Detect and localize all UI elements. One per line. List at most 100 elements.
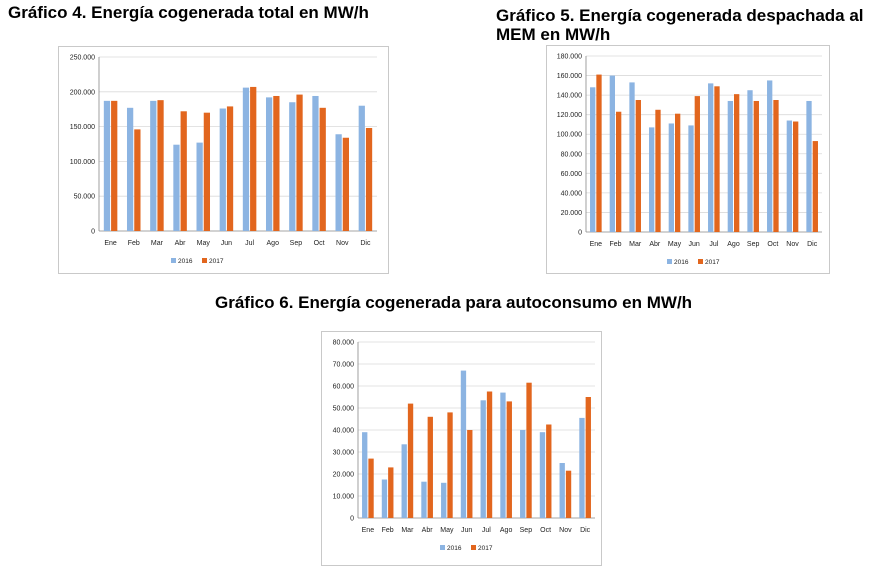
chart5-title: Gráfico 5. Energía cogenerada despachada… [496, 6, 864, 44]
x-category-label: Mar [629, 241, 642, 248]
x-category-label: Sep [290, 240, 303, 247]
bar-2017-nov [342, 137, 350, 231]
x-category-label: Ene [362, 527, 375, 534]
bar-2016-nov [559, 463, 565, 518]
y-tick-label: 160.000 [557, 73, 582, 80]
bar-2016-may [441, 482, 447, 518]
bar-2017-feb [388, 467, 394, 518]
bar-2017-may [447, 412, 453, 518]
bar-2016-oct [767, 80, 773, 232]
bar-2017-mar [407, 403, 414, 518]
x-category-label: Ene [104, 240, 117, 247]
y-tick-label: 20.000 [333, 472, 355, 479]
y-tick-label: 120.000 [557, 112, 582, 119]
y-tick-label: 0 [350, 516, 354, 523]
bar-2017-oct [319, 107, 326, 231]
bar-2017-ene [368, 458, 374, 518]
bar-2016-jul [242, 87, 250, 232]
y-tick-label: 250.000 [70, 55, 95, 62]
bar-2016-mar [401, 444, 407, 518]
bar-2016-feb [126, 107, 134, 231]
bar-2016-jun [460, 370, 467, 518]
legend-swatch-2017 [698, 259, 703, 264]
y-tick-label: 180.000 [557, 54, 582, 61]
bar-2016-ene [103, 100, 111, 232]
bar-2016-dic [358, 105, 365, 231]
bar-2017-mar [635, 100, 641, 232]
x-category-label: Abr [175, 240, 187, 247]
x-category-label: Ago [727, 241, 740, 248]
y-tick-label: 60.000 [561, 171, 583, 178]
bar-2017-abr [427, 416, 433, 518]
bar-2016-feb [609, 75, 615, 232]
x-category-label: Nov [786, 241, 799, 248]
bar-2017-sep [753, 100, 759, 232]
x-category-label: Ene [590, 241, 603, 248]
bar-2017-mar [157, 100, 164, 231]
legend-label-2017: 2017 [209, 258, 224, 265]
y-tick-label: 100.000 [557, 132, 582, 139]
bar-2016-ago [500, 392, 506, 518]
bar-2017-jun [467, 430, 473, 518]
bar-2017-dic [585, 397, 591, 518]
x-category-label: Jun [689, 241, 700, 248]
x-category-label: Jul [245, 240, 254, 247]
x-category-label: Sep [747, 241, 760, 248]
chart6-title: Gráfico 6. Energía cogenerada para autoc… [215, 293, 693, 312]
y-tick-label: 100.000 [70, 159, 95, 166]
bar-2016-jul [708, 83, 714, 232]
bar-2017-nov [565, 470, 572, 518]
bar-2016-may [196, 142, 203, 231]
bar-2017-oct [546, 424, 552, 518]
legend-swatch-2016 [667, 259, 672, 264]
bar-2017-abr [655, 109, 661, 232]
bar-2017-ago [506, 401, 512, 518]
x-category-label: Nov [559, 527, 572, 534]
chart6-panel: 0 10.000 20.000 30.000 40.000 50.000 60.000 70.… [321, 331, 602, 566]
legend-swatch-2016 [440, 545, 445, 550]
y-tick-label: 40.000 [333, 428, 355, 435]
x-category-label: Feb [128, 240, 140, 247]
chart4-title: Gráfico 4. Energía cogenerada total en M… [8, 3, 369, 22]
y-tick-label: 150.000 [70, 124, 95, 131]
bar-2017-jun [226, 106, 234, 231]
y-tick-label: 60.000 [333, 384, 355, 391]
bar-2017-feb [134, 129, 141, 231]
legend-label-2016: 2016 [178, 258, 193, 265]
bar-2017-sep [296, 94, 303, 231]
x-category-label: Feb [382, 527, 394, 534]
x-category-label: Abr [649, 241, 661, 248]
bar-2017-ene [596, 74, 602, 232]
bar-2017-ene [111, 100, 118, 232]
x-category-label: Mar [401, 527, 414, 534]
bar-2017-nov [793, 121, 799, 232]
bar-2017-jul [250, 86, 257, 231]
bar-2016-nov [786, 120, 792, 232]
x-category-label: Ago [267, 240, 280, 247]
y-tick-label: 50.000 [74, 194, 96, 201]
x-category-label: Mar [151, 240, 164, 247]
bar-2016-ago [727, 100, 733, 232]
chart5-svg: 0 20.000 40.000 60.000 80.000 100.000 120.000 1… [557, 54, 822, 266]
y-tick-label: 30.000 [333, 450, 355, 457]
y-tick-label: 40.000 [561, 190, 583, 197]
legend-label-2016: 2016 [447, 545, 462, 552]
bar-2016-sep [520, 430, 526, 518]
bar-2017-dic [365, 127, 373, 231]
bar-2017-dic [812, 141, 818, 232]
x-category-label: Jun [461, 527, 472, 534]
x-category-label: Oct [767, 241, 778, 248]
bar-2016-jun [219, 108, 226, 231]
bar-2016-ene [590, 87, 596, 233]
bar-2017-sep [526, 382, 532, 518]
y-tick-label: 0 [91, 229, 95, 236]
legend-swatch-2017 [202, 258, 207, 263]
bar-2017-may [203, 112, 211, 231]
x-category-label: Jun [221, 240, 232, 247]
bar-2016-nov [335, 134, 342, 231]
x-category-label: Jul [709, 241, 718, 248]
bar-2016-jun [688, 125, 694, 232]
bar-2016-sep [747, 90, 753, 232]
x-category-label: May [197, 240, 211, 247]
bar-2017-jul [714, 86, 720, 232]
